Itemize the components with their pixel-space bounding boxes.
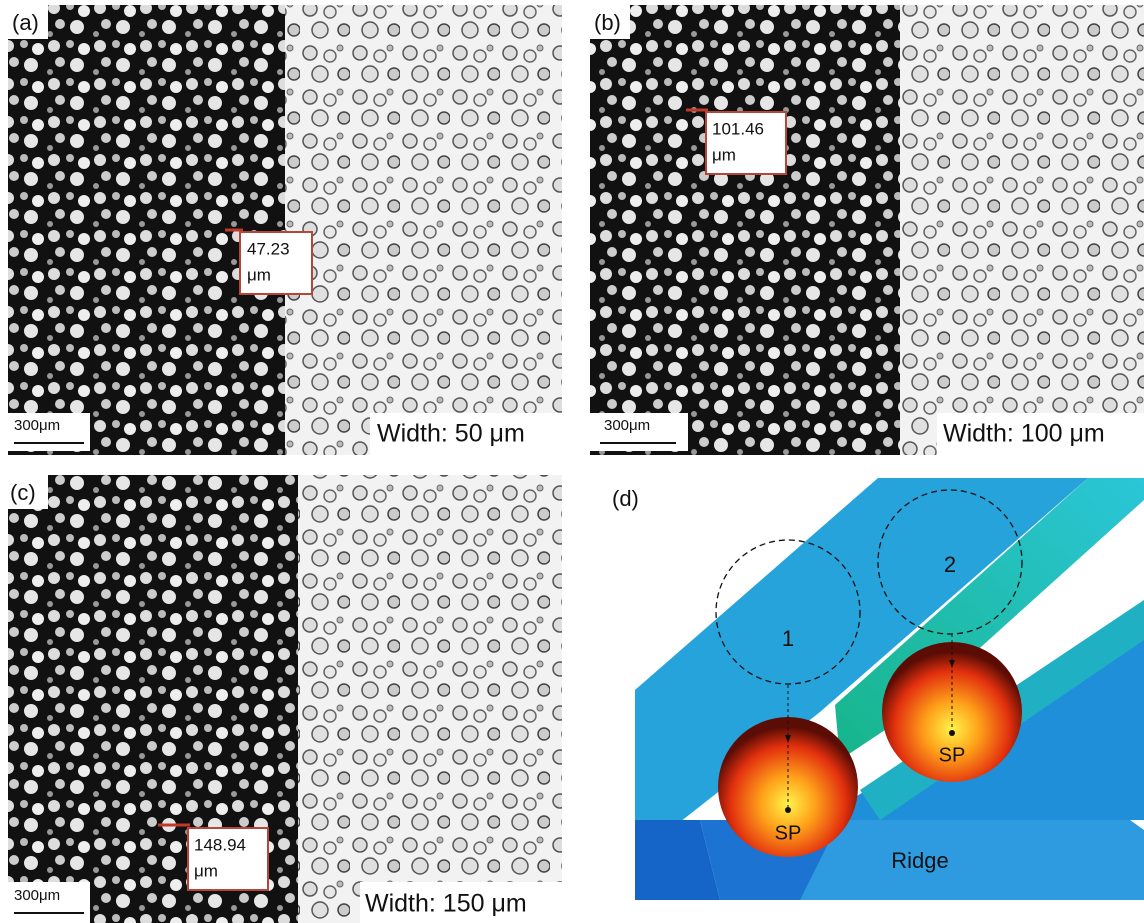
circle-label: 1 — [782, 626, 794, 651]
measurement: 47.23 — [247, 239, 290, 258]
micrograph-a: (a) 47.23 μm 300μm Width: 50 μm — [8, 5, 562, 455]
panel-label: (d) — [612, 486, 639, 511]
micrograph-b: (b) 101.46 μm 300μm Width: 100 μm — [590, 5, 1144, 455]
figure: (a) 47.23 μm 300μm Width: 50 μm (b) 101.… — [0, 0, 1144, 923]
scale-bar: 300μm — [14, 887, 60, 904]
measurement-unit: μm — [194, 861, 218, 880]
point-label: SP — [775, 822, 802, 844]
circle-label: 2 — [944, 552, 956, 577]
measurement-unit: μm — [712, 145, 736, 164]
width-label: Width: 100 μm — [943, 420, 1105, 448]
width-label: Width: 50 μm — [377, 420, 525, 448]
micrograph-c: (c) 148.94 μm 300μm Width: 150 μm — [8, 475, 562, 923]
measurement: 148.94 — [194, 835, 246, 854]
measurement-unit: μm — [247, 265, 271, 284]
scale-bar: 300μm — [14, 417, 60, 434]
ridge-label: Ridge — [891, 848, 948, 873]
point-label: SP — [939, 744, 966, 766]
panel-label: (b) — [594, 10, 621, 35]
scale-bar: 300μm — [604, 417, 650, 434]
width-label: Width: 150 μm — [365, 890, 527, 918]
measurement: 101.46 — [712, 119, 764, 138]
panel-label: (a) — [12, 10, 39, 35]
diagram: (d) 1 2 SP SP Ridge — [612, 478, 1144, 900]
panel-label: (c) — [10, 480, 36, 505]
